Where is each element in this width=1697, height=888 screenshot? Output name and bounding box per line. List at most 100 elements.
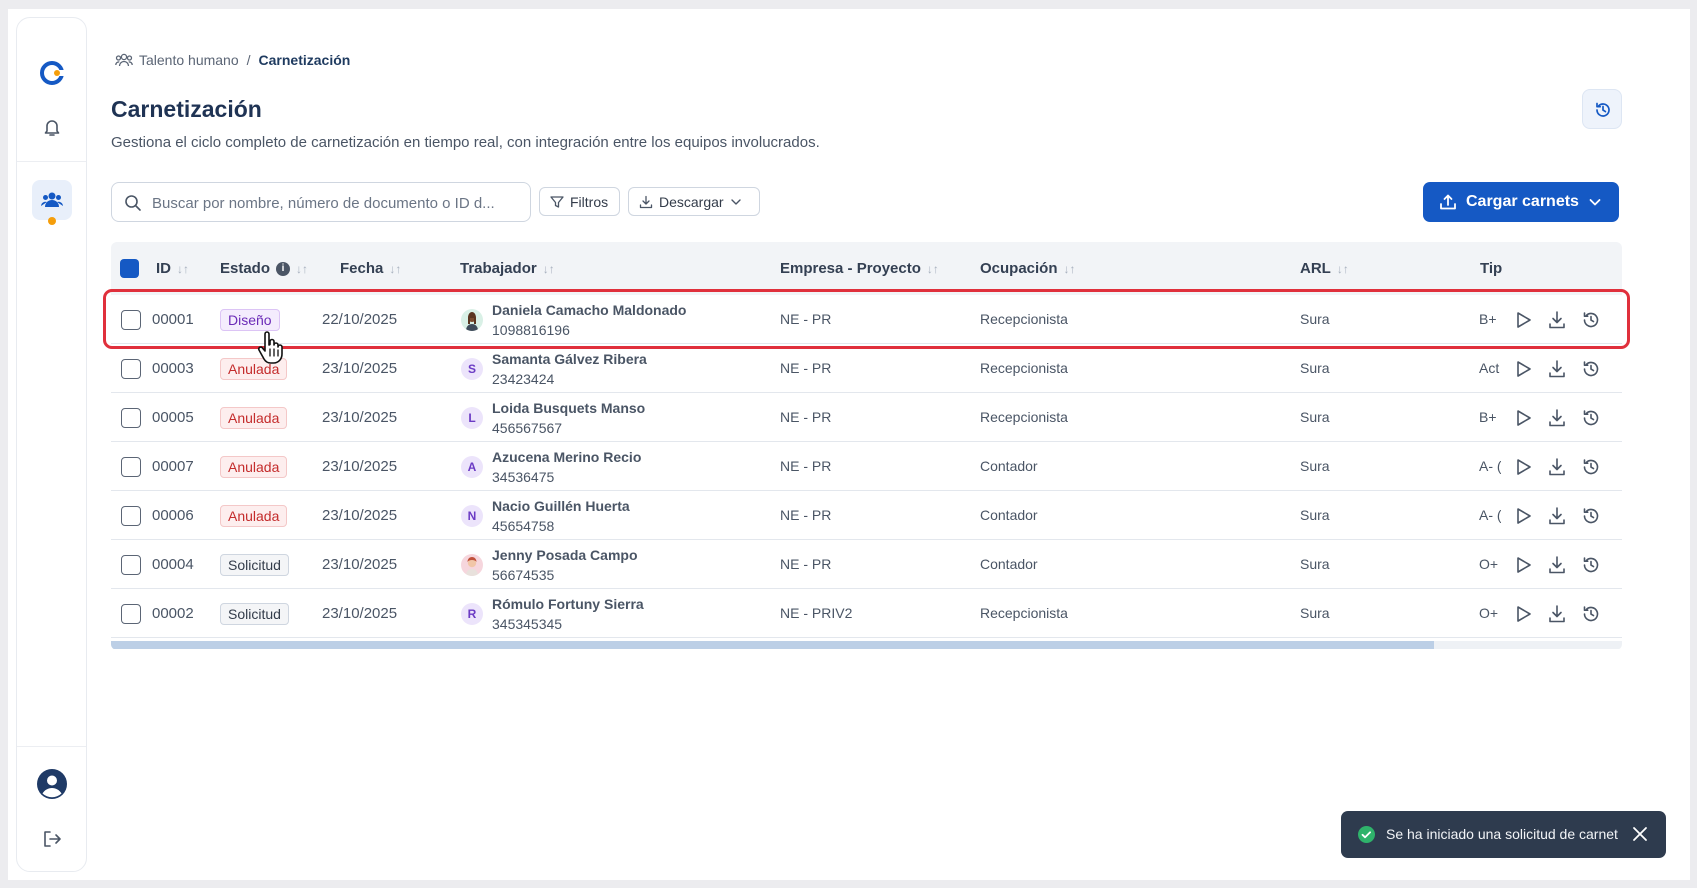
column-header-arl[interactable]: ARL ↓↑ — [1300, 260, 1349, 277]
row-checkbox[interactable] — [121, 359, 141, 379]
download-icon — [639, 195, 653, 208]
filters-button[interactable]: Filtros — [539, 187, 620, 216]
info-icon[interactable]: i — [276, 261, 291, 276]
column-header-trabajador[interactable]: Trabajador ↓↑ — [460, 260, 555, 277]
play-icon[interactable] — [1512, 603, 1534, 625]
cell-fecha: 22/10/2025 — [322, 311, 398, 328]
cell-id: 00001 — [152, 311, 194, 328]
row-checkbox[interactable] — [121, 555, 141, 575]
column-header-id[interactable]: ID ↓↑ — [156, 260, 189, 277]
play-icon[interactable] — [1512, 505, 1534, 527]
chevron-down-icon — [730, 198, 741, 205]
search-box — [111, 182, 531, 222]
toast-notification: Se ha iniciado una solicitud de carnet — [1341, 811, 1666, 858]
worker-document: 56674535 — [492, 567, 555, 583]
history-icon[interactable] — [1580, 603, 1602, 625]
history-icon[interactable] — [1580, 505, 1602, 527]
worker-document: 34536475 — [492, 469, 555, 485]
avatar: S — [461, 358, 483, 380]
table-row[interactable]: 00003 Anulada 23/10/2025 S Samanta Gálvez Ri… — [111, 344, 1622, 393]
row-checkbox[interactable] — [121, 506, 141, 526]
status-badge[interactable]: Solicitud — [220, 554, 289, 576]
table-row[interactable]: 00007 Anulada 23/10/2025 A Azucena Merino Re… — [111, 442, 1622, 491]
table-row[interactable]: 00002 Solicitud 23/10/2025 R Rómulo Fortuny … — [111, 589, 1622, 638]
cell-ocupacion: Contador — [980, 556, 1038, 572]
upload-icon — [1440, 194, 1456, 210]
column-header-fecha[interactable]: Fecha ↓↑ — [340, 260, 401, 277]
avatar: N — [461, 505, 483, 527]
download-icon[interactable] — [1546, 554, 1568, 576]
breadcrumb-parent[interactable]: Talento humano — [139, 52, 239, 68]
user-avatar-icon[interactable] — [36, 768, 68, 800]
worker-name: Azucena Merino Recio — [492, 449, 642, 465]
scrollbar-thumb[interactable] — [111, 641, 1434, 649]
sort-icon[interactable]: ↓↑ — [296, 261, 309, 276]
sort-icon[interactable]: ↓↑ — [389, 261, 402, 276]
cell-ocupacion: Recepcionista — [980, 311, 1068, 327]
avatar: R — [461, 603, 483, 625]
close-icon[interactable] — [1631, 825, 1649, 843]
cell-empresa: NE - PR — [780, 311, 832, 327]
upload-carnets-button[interactable]: Cargar carnets — [1423, 182, 1619, 222]
status-badge[interactable]: Solicitud — [220, 603, 289, 625]
history-icon[interactable] — [1580, 456, 1602, 478]
avatar-photo — [461, 309, 483, 331]
bell-icon[interactable] — [41, 116, 63, 138]
toast-message: Se ha iniciado una solicitud de carnet — [1386, 826, 1618, 842]
sidebar-item-talento-humano[interactable] — [32, 180, 72, 220]
table-row[interactable]: 00006 Anulada 23/10/2025 N Nacio Guillén Hue… — [111, 491, 1622, 540]
column-header-empresa[interactable]: Empresa - Proyecto ↓↑ — [780, 260, 939, 277]
play-icon[interactable] — [1512, 309, 1534, 331]
cell-id: 00006 — [152, 507, 194, 524]
cell-tipo: B+ ( — [1479, 311, 1501, 327]
logout-icon[interactable] — [41, 828, 63, 850]
download-icon[interactable] — [1546, 407, 1568, 429]
history-button[interactable] — [1582, 89, 1622, 129]
row-checkbox[interactable] — [121, 408, 141, 428]
history-icon[interactable] — [1580, 309, 1602, 331]
status-badge[interactable]: Diseño — [220, 309, 280, 331]
notification-dot — [48, 217, 56, 225]
people-icon — [115, 53, 133, 66]
history-icon[interactable] — [1580, 407, 1602, 429]
team-icon — [41, 192, 63, 207]
column-label: Estado — [220, 260, 271, 277]
sort-icon[interactable]: ↓↑ — [542, 261, 555, 276]
column-header-ocupacion[interactable]: Ocupación ↓↑ — [980, 260, 1076, 277]
download-button[interactable]: Descargar — [628, 187, 760, 216]
table-row[interactable]: 00004 Solicitud 23/10/2025 Jenny Posada Cam… — [111, 540, 1622, 589]
play-icon[interactable] — [1512, 554, 1534, 576]
row-checkbox[interactable] — [121, 310, 141, 330]
avatar: L — [461, 407, 483, 429]
search-input[interactable] — [152, 191, 522, 215]
status-badge[interactable]: Anulada — [220, 456, 288, 478]
row-checkbox[interactable] — [121, 604, 141, 624]
brand-logo-icon[interactable] — [39, 60, 65, 86]
sort-icon[interactable]: ↓↑ — [926, 261, 939, 276]
download-icon[interactable] — [1546, 358, 1568, 380]
sort-icon[interactable]: ↓↑ — [1336, 261, 1349, 276]
row-checkbox[interactable] — [121, 457, 141, 477]
play-icon[interactable] — [1512, 358, 1534, 380]
download-icon[interactable] — [1546, 505, 1568, 527]
column-header-estado[interactable]: Estado i ↓↑ — [220, 260, 308, 277]
play-icon[interactable] — [1512, 407, 1534, 429]
column-header-tipo[interactable]: Tip — [1480, 260, 1502, 277]
table-row[interactable]: 00001 Diseño 22/10/2025 Daniela Camacho Mal… — [111, 295, 1622, 344]
cell-fecha: 23/10/2025 — [322, 556, 398, 573]
cell-fecha: 23/10/2025 — [322, 360, 398, 377]
play-icon[interactable] — [1512, 456, 1534, 478]
sort-icon[interactable]: ↓↑ — [1063, 261, 1076, 276]
status-badge[interactable]: Anulada — [220, 505, 288, 527]
hand-cursor-icon — [257, 331, 283, 364]
table-row[interactable]: 00005 Anulada 23/10/2025 L Loida Busquets Ma… — [111, 393, 1622, 442]
history-icon[interactable] — [1580, 554, 1602, 576]
select-all-checkbox[interactable] — [120, 259, 139, 278]
sort-icon[interactable]: ↓↑ — [177, 261, 189, 276]
history-icon[interactable] — [1580, 358, 1602, 380]
download-icon[interactable] — [1546, 309, 1568, 331]
download-icon[interactable] — [1546, 603, 1568, 625]
download-icon[interactable] — [1546, 456, 1568, 478]
sidebar-divider — [17, 746, 86, 747]
status-badge[interactable]: Anulada — [220, 407, 288, 429]
